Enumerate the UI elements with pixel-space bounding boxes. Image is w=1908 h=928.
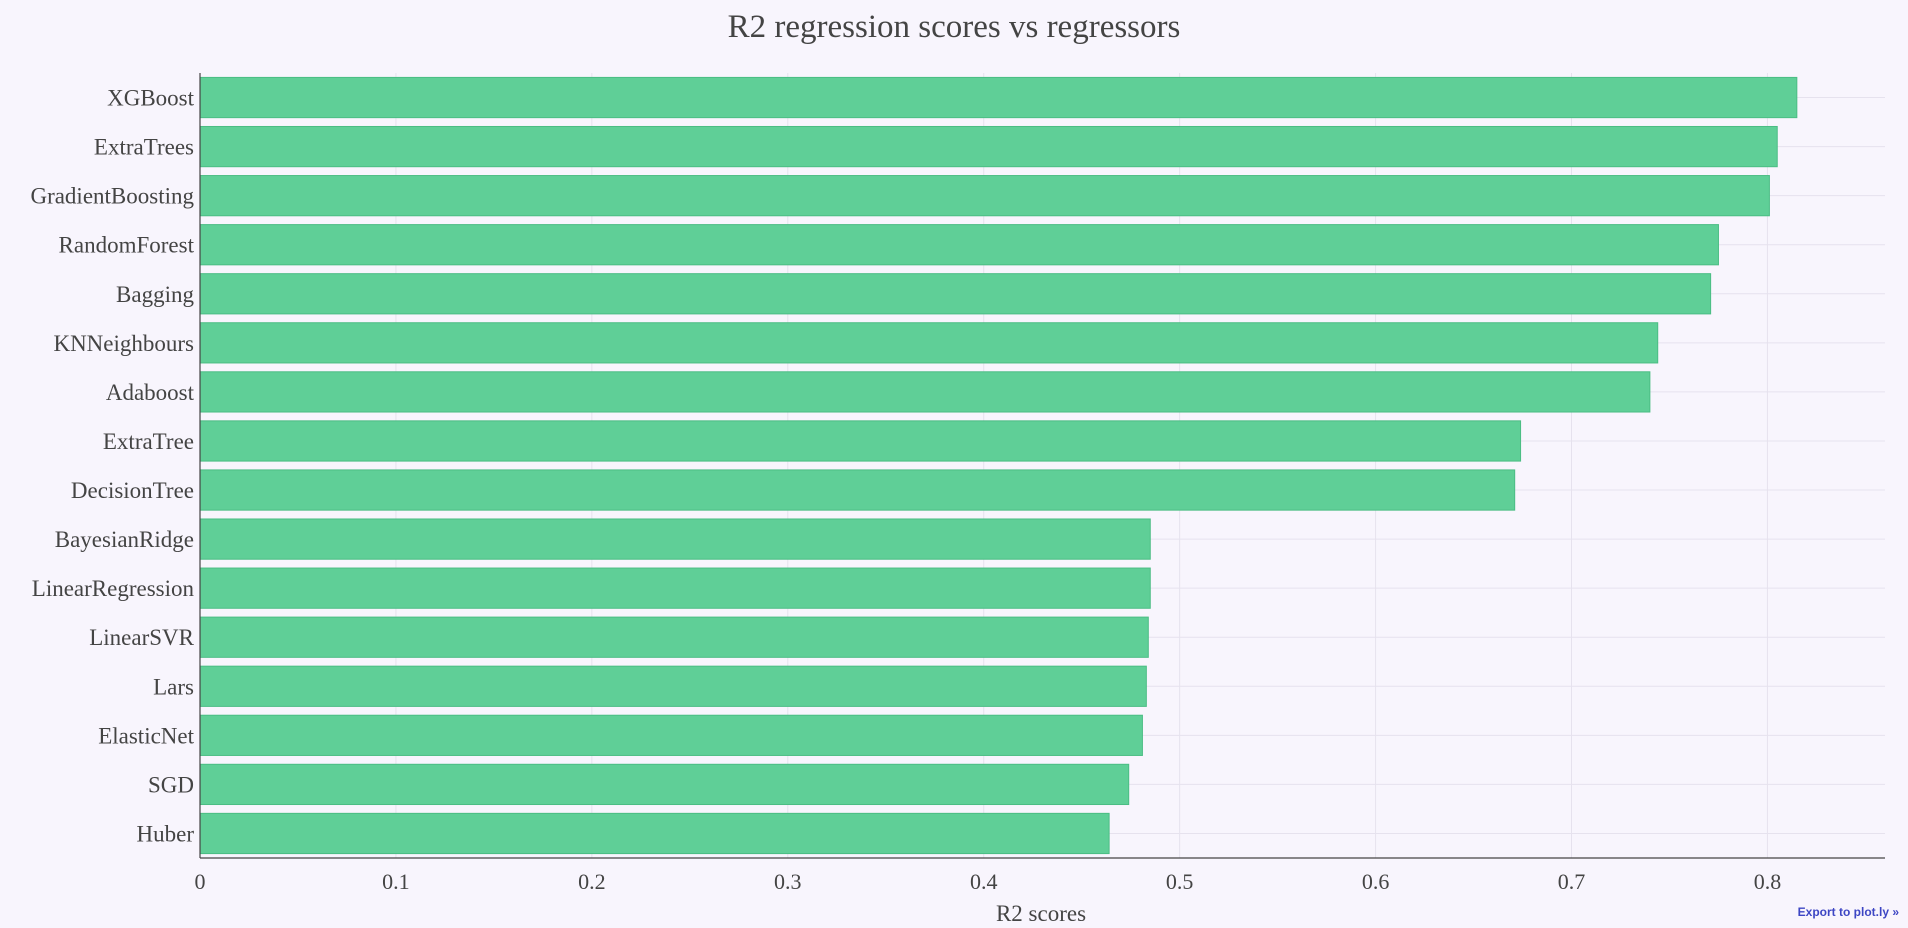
bar[interactable] (199, 469, 1516, 511)
export-to-plotly-link[interactable]: Export to plot.ly » (1797, 905, 1899, 919)
bar[interactable] (199, 665, 1147, 707)
bar[interactable] (199, 76, 1798, 119)
y-category-label: ElasticNet (98, 723, 194, 748)
bar[interactable] (199, 567, 1151, 609)
bar[interactable] (199, 224, 1719, 266)
y-category-label: BayesianRidge (55, 527, 194, 552)
y-category-label: GradientBoosting (30, 184, 194, 209)
bar[interactable] (199, 322, 1659, 364)
bar[interactable] (199, 125, 1778, 168)
y-category-label: SGD (148, 772, 194, 797)
x-tick-label: 0.3 (774, 869, 802, 894)
y-category-label: Bagging (116, 282, 194, 307)
x-tick-label: 0.8 (1754, 869, 1782, 894)
bar[interactable] (199, 371, 1651, 413)
x-tick-label: 0.4 (970, 869, 998, 894)
bar[interactable] (199, 420, 1522, 462)
bar[interactable] (199, 616, 1149, 658)
y-category-label: Adaboost (106, 380, 195, 405)
y-category-label: RandomForest (59, 233, 195, 258)
x-tick-label: 0.5 (1166, 869, 1194, 894)
bar[interactable] (199, 812, 1110, 855)
y-category-label: DecisionTree (71, 478, 194, 503)
bar[interactable] (199, 763, 1130, 806)
bar[interactable] (199, 518, 1151, 560)
bar[interactable] (199, 175, 1770, 217)
y-category-label: LinearSVR (89, 625, 194, 650)
y-category-label: KNNeighbours (53, 331, 194, 356)
x-tick-label: 0.7 (1558, 869, 1586, 894)
x-tick-label: 0.1 (382, 869, 410, 894)
y-category-label: ExtraTree (103, 429, 194, 454)
x-axis-title: R2 scores (996, 901, 1086, 926)
axis-layer (199, 73, 1885, 859)
x-tick-label: 0.2 (578, 869, 606, 894)
y-category-label: LinearRegression (32, 576, 195, 601)
bar[interactable] (199, 714, 1143, 756)
y-category-label: XGBoost (107, 86, 195, 111)
y-category-label: ExtraTrees (94, 135, 194, 160)
bar[interactable] (199, 273, 1712, 315)
y-category-label: Lars (153, 674, 194, 699)
x-tick-label: 0 (195, 869, 206, 894)
label-layer: 0 0.1 0.2 0.3 0.4 0.5 0.6 0.7 0.8 XGBoost ExtraTre… (30, 86, 1781, 894)
x-tick-label: 0.6 (1362, 869, 1390, 894)
chart-title: R2 regression scores vs regressors (728, 9, 1181, 45)
y-category-label: Huber (137, 821, 195, 846)
bar-layer (199, 76, 1798, 855)
